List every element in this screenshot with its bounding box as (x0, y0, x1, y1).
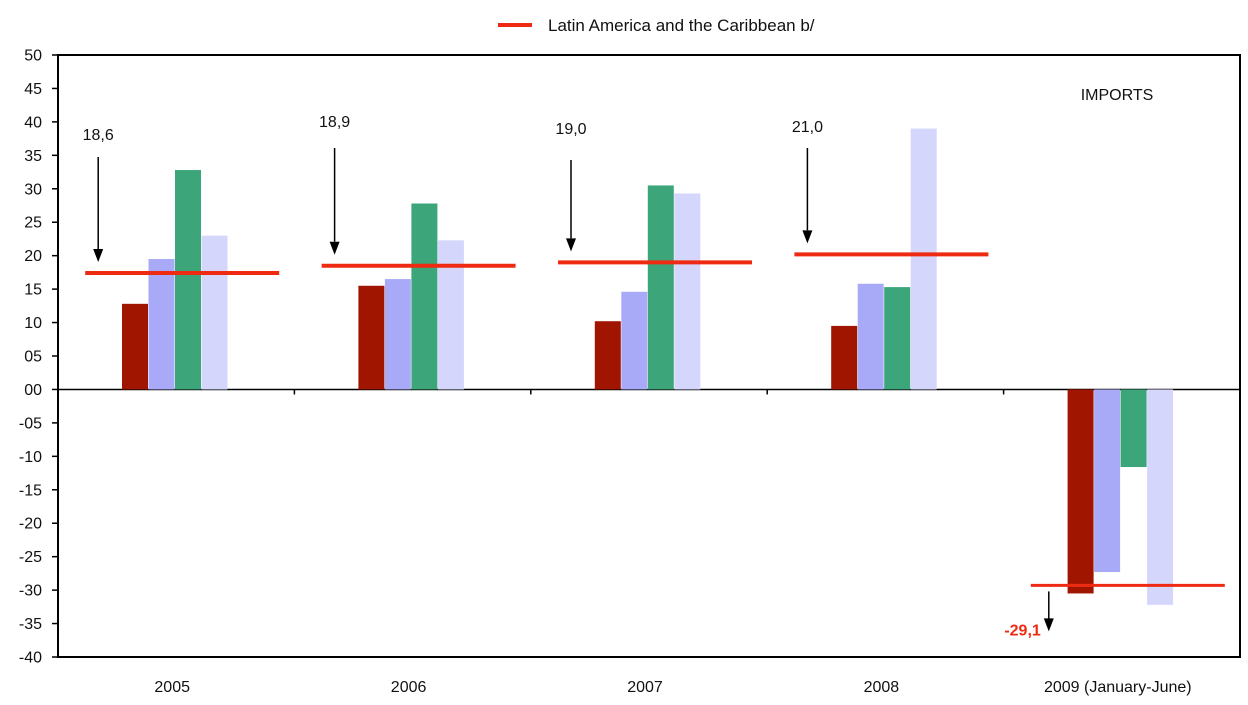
y-tick-label: -40 (19, 650, 42, 667)
bar (831, 325, 858, 390)
y-tick-label: 35 (24, 148, 42, 165)
annotation-label: 18,9 (319, 114, 350, 131)
annotation-label: -29,1 (1004, 622, 1041, 639)
annotation-label: 18,6 (83, 127, 114, 144)
annotation-arrow-head (802, 230, 813, 244)
bar (910, 128, 937, 390)
y-tick-label: 15 (24, 282, 42, 299)
y-tick-label: -25 (19, 549, 42, 566)
y-tick-label: -15 (19, 482, 42, 499)
category-label: 2009 (January-June) (1044, 679, 1192, 696)
y-tick-label: 45 (24, 81, 42, 98)
y-tick-label: 00 (24, 382, 42, 399)
y-tick-label: 20 (24, 248, 42, 265)
bar (884, 287, 911, 390)
legend-label: Latin America and the Caribbean b/ (548, 16, 815, 35)
bar (201, 235, 228, 390)
bar (1120, 389, 1147, 468)
bar (122, 303, 148, 390)
bar (1067, 389, 1094, 594)
annotation-arrow-head (329, 241, 340, 255)
bar (358, 285, 385, 390)
y-tick-label: -30 (19, 583, 42, 600)
y-tick-label: -10 (19, 449, 42, 466)
bar (411, 203, 438, 390)
category-label: 2006 (391, 679, 427, 696)
panel-label: IMPORTS (1081, 87, 1154, 104)
y-tick-label: 25 (24, 215, 42, 232)
bar (175, 170, 201, 390)
bar (148, 259, 175, 390)
annotation-arrow-head (1043, 618, 1054, 632)
bar (437, 240, 464, 390)
bar (857, 283, 884, 390)
category-label: 2008 (864, 679, 900, 696)
y-tick-label: 05 (24, 349, 42, 366)
annotation-arrow-head (93, 249, 104, 263)
bar (1094, 389, 1121, 573)
annotation-label: 19,0 (555, 121, 586, 138)
y-tick-label: 10 (24, 315, 42, 332)
bar (384, 279, 411, 390)
y-tick-label: -05 (19, 415, 42, 432)
y-tick-label: 50 (24, 48, 42, 65)
bar (647, 185, 674, 390)
bar (594, 321, 621, 390)
y-tick-label: 40 (24, 114, 42, 131)
y-tick-label: -20 (19, 516, 42, 533)
bar (621, 291, 648, 390)
y-tick-label: -35 (19, 616, 42, 633)
annotation-arrow-head (566, 238, 576, 252)
category-label: 2005 (154, 679, 190, 696)
category-label: 2007 (627, 679, 663, 696)
y-tick-label: 30 (24, 181, 42, 198)
annotation-label: 21,0 (792, 119, 823, 136)
bar (674, 193, 701, 390)
bar (1147, 389, 1174, 605)
